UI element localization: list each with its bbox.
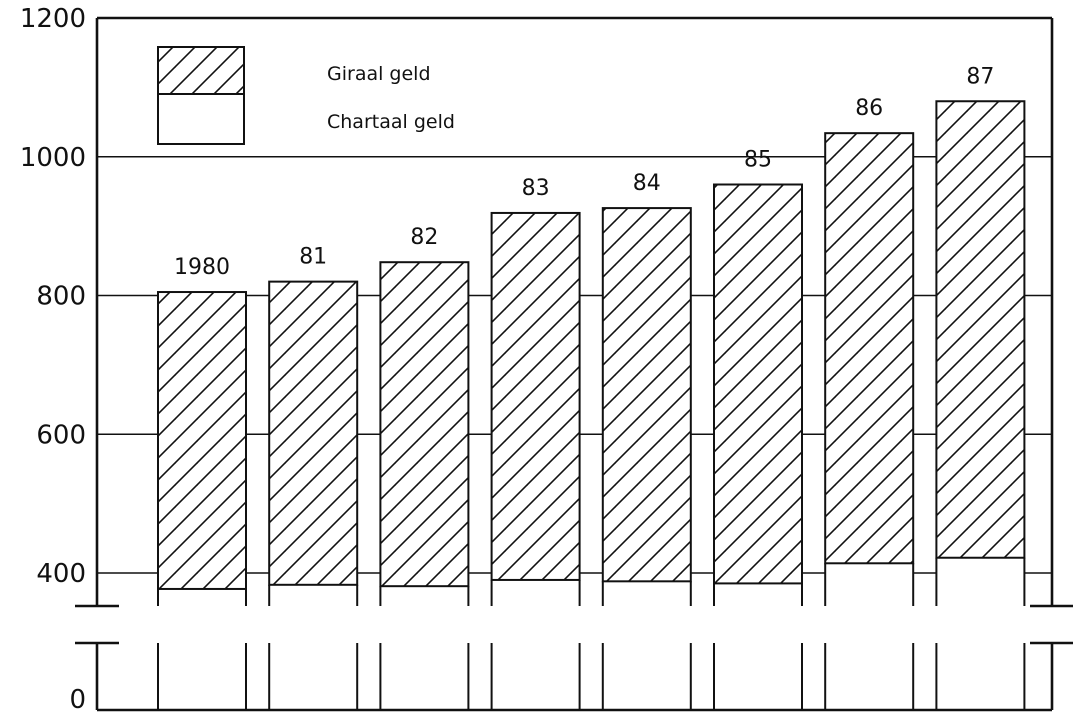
bar-group: 85 [713,148,803,710]
y-tick-label: 1200 [20,4,86,34]
bar-label-83: 83 [522,176,550,201]
bar-group: 86 [824,96,915,710]
bars: 1980 81 82 83 84 85 86 87 [157,64,1026,710]
legend-label-giraal: Giraal geld [327,63,431,85]
bar-label-86: 86 [855,96,883,121]
bar-label-85: 85 [744,148,772,173]
bar-label-1980: 1980 [174,255,230,280]
bar-giraal-87 [935,100,1026,559]
legend: Giraal geld Chartaal geld [157,46,455,145]
bar-background-lower [936,643,1025,710]
legend-swatch-giraal [157,46,245,95]
bar-background-lower [602,643,691,710]
bar-giraal-83 [490,211,581,581]
y-tick-label: 1000 [20,143,86,173]
legend-label-chartaal: Chartaal geld [327,111,455,133]
bar-background-lower [825,643,914,710]
bar-giraal-86 [824,132,915,565]
y-tick-label: 0 [69,685,86,714]
bar-background-lower [158,643,246,710]
bar-background-lower [714,643,802,710]
bar-group: 83 [490,176,581,710]
bar-giraal-81 [268,280,359,586]
bar-group: 81 [268,245,359,710]
bar-giraal-85 [713,183,803,585]
bar-background-lower [269,643,358,710]
bar-group: 1980 [157,255,247,710]
y-tick-label: 600 [36,420,86,450]
y-tick-label: 400 [36,559,86,589]
legend-swatch-chartaal [157,93,245,145]
bar-background-lower [491,643,580,710]
bar-giraal-84 [601,207,692,583]
plot-frame [75,16,1073,712]
bar-label-87: 87 [966,64,994,89]
bar-label-81: 81 [299,245,327,270]
bar-giraal-82 [379,261,470,588]
bar-label-82: 82 [410,225,438,250]
bar-group: 87 [935,64,1026,710]
y-tick-label: 800 [36,282,86,312]
y-axis-ticks: 0 400 600 800 1000 1200 [20,4,86,714]
bar-group: 84 [601,171,692,710]
bar-group: 82 [379,225,470,710]
bar-label-84: 84 [633,171,661,196]
bar-background-lower [380,643,469,710]
bar-giraal-1980 [157,291,247,590]
